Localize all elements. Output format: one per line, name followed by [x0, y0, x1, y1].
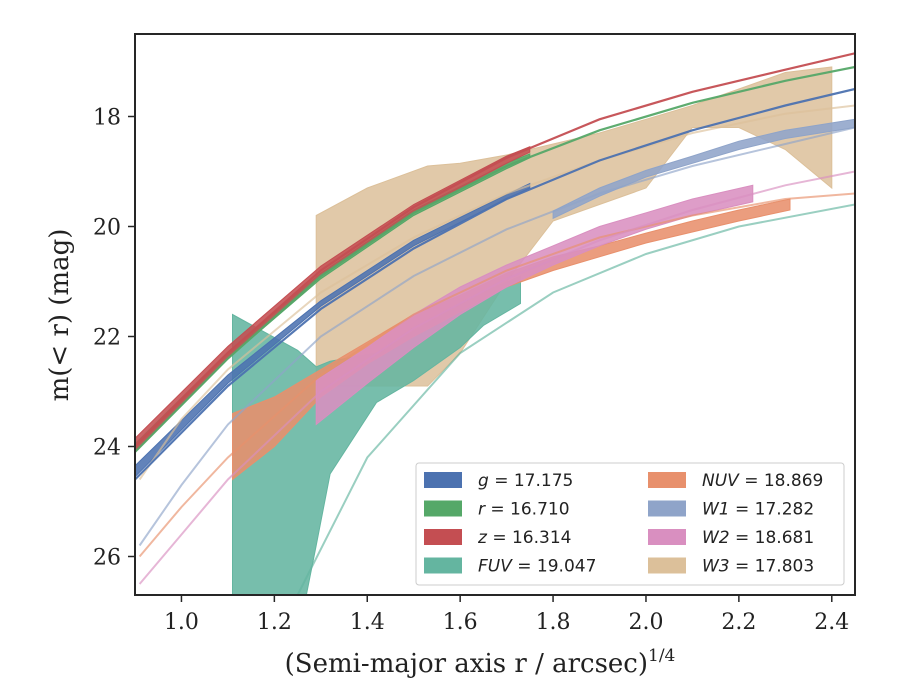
- legend-label-r: r = 16.710: [478, 500, 570, 520]
- legend-swatch-g: [424, 472, 462, 488]
- x-tick-label: 1.6: [443, 610, 478, 635]
- legend-label-w3: W3 = 17.803: [702, 557, 814, 577]
- model-curve-g: [135, 87, 855, 481]
- band-w2: [315, 184, 754, 426]
- x-tick-label: 1.4: [350, 610, 385, 635]
- model-curve-z: [135, 52, 855, 448]
- x-axis-label: (Semi-major axis r / arcsec)1/4: [285, 646, 676, 679]
- x-tick-label: 2.2: [721, 610, 756, 635]
- plot-frame: [134, 33, 856, 596]
- model-curves: [135, 52, 855, 595]
- model-curve-w3: [138, 104, 855, 481]
- y-tick-label: 24: [93, 436, 121, 461]
- legend-swatch-z: [424, 529, 462, 545]
- y-tick-label: 18: [93, 106, 121, 131]
- legend-swatch-nuv: [648, 472, 686, 488]
- x-axis-label-superscript: 1/4: [648, 646, 675, 666]
- model-curve-w2: [138, 170, 855, 585]
- legend-swatch-w3: [648, 557, 686, 574]
- legend-frame: [415, 462, 845, 586]
- y-tick-label: 20: [93, 216, 121, 241]
- legend-label-w2: W2 = 18.681: [702, 528, 814, 548]
- band-fuv: [232, 275, 521, 595]
- model-curve-nuv: [138, 192, 855, 558]
- model-curve-w1: [138, 126, 855, 547]
- legend-label-z: z = 16.314: [477, 528, 571, 548]
- legend-label-nuv: NUV = 18.869: [702, 471, 823, 491]
- model-curve-r: [135, 65, 855, 453]
- legend-label-g: g = 17.175: [478, 471, 573, 491]
- legend: g = 17.175 r = 16.710 z = 16.314 FUV = 19.0…: [415, 462, 845, 586]
- y-tick-label: 22: [93, 326, 121, 351]
- x-tick-label: 1.8: [536, 610, 571, 635]
- legend-swatch-w1: [648, 500, 686, 517]
- legend-label-w1: W1 = 17.282: [702, 500, 814, 520]
- x-axis-label-main: (Semi-major axis r / arcsec): [285, 649, 648, 679]
- axis-ticks: 1.0 1.2 1.4 1.6 1.8 2.0 2.2 2.4 18 20 22 24 26: [93, 106, 849, 636]
- legend-swatch-fuv: [424, 557, 462, 574]
- y-axis-label: m(< r) (mag): [45, 229, 75, 402]
- legend-swatch-r: [424, 500, 462, 517]
- y-tick-label: 26: [93, 546, 121, 571]
- model-curve-fuv: [296, 203, 855, 595]
- x-tick-label: 1.2: [257, 610, 292, 635]
- band-g: [135, 182, 531, 478]
- x-tick-label: 2.4: [814, 610, 849, 635]
- x-tick-label: 1.0: [164, 610, 199, 635]
- x-tick-label: 2.0: [628, 610, 663, 635]
- legend-label-fuv: FUV = 19.047: [478, 557, 596, 577]
- legend-swatch-w2: [648, 529, 686, 545]
